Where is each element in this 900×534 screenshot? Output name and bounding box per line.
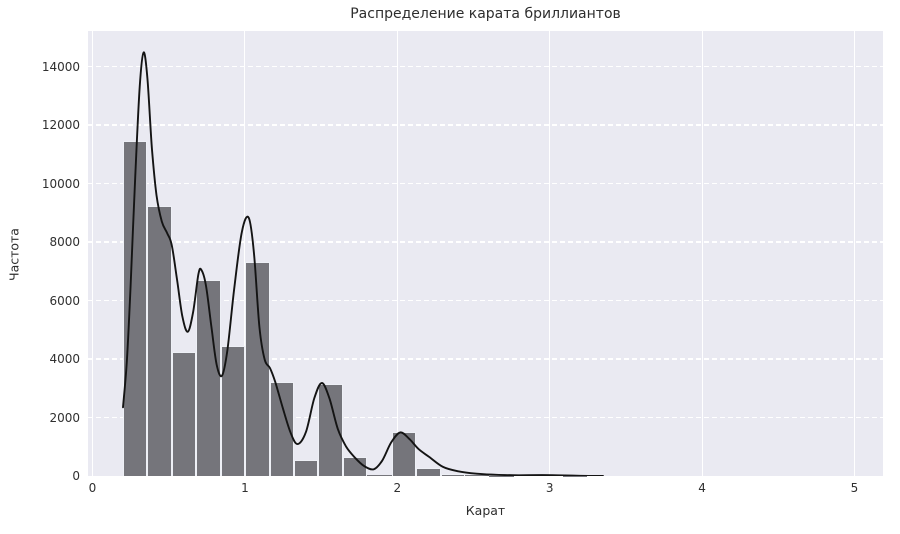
- chart-title: Распределение карата бриллиантов: [350, 6, 621, 22]
- x-tick-label: 5: [850, 481, 859, 495]
- histogram-bar: [440, 473, 466, 476]
- histogram-bar: [391, 432, 417, 476]
- histogram-bar: [269, 381, 294, 476]
- histogram-bar: [196, 280, 221, 476]
- y-tick-label: 10000: [41, 176, 80, 191]
- y-tick-label: 14000: [41, 59, 80, 74]
- gridline-vertical: [396, 31, 398, 476]
- histogram-bar: [171, 351, 197, 476]
- histogram-bar: [147, 206, 172, 476]
- gridline-vertical: [91, 31, 94, 476]
- histogram-bar: [342, 456, 368, 476]
- y-tick-label: 6000: [49, 293, 80, 308]
- gridline-vertical: [853, 31, 856, 476]
- histogram-bar: [465, 475, 490, 476]
- histogram-bar: [245, 261, 270, 476]
- x-axis-label: Карат: [465, 503, 506, 518]
- x-tick-label: 2: [393, 481, 402, 495]
- gridline-horizontal: [88, 241, 883, 243]
- histogram-bar: [220, 346, 246, 476]
- histogram-bar: [513, 475, 539, 476]
- gridline-horizontal: [88, 65, 883, 68]
- histogram-bar: [318, 383, 343, 476]
- y-tick-label: 4000: [49, 352, 80, 366]
- y-tick-label: 8000: [49, 235, 80, 249]
- gridline-vertical: [701, 31, 703, 476]
- y-tick-label: 2000: [49, 410, 80, 425]
- x-tick-label: 0: [88, 481, 97, 495]
- histogram-bar: [538, 475, 563, 476]
- gridline-horizontal: [88, 124, 883, 126]
- histogram-bar: [122, 141, 148, 476]
- histogram-bar: [294, 460, 319, 476]
- y-tick-label: 12000: [41, 118, 80, 132]
- plot-area: [88, 31, 883, 476]
- gridline-vertical: [549, 31, 551, 476]
- x-tick-label: 3: [545, 481, 554, 495]
- x-tick-label: 1: [241, 481, 249, 495]
- y-tick-label: 0: [72, 469, 80, 483]
- histogram-bar: [416, 468, 441, 476]
- histogram-bar: [367, 474, 392, 476]
- x-tick-label: 4: [698, 481, 706, 495]
- gridline-horizontal: [88, 182, 883, 185]
